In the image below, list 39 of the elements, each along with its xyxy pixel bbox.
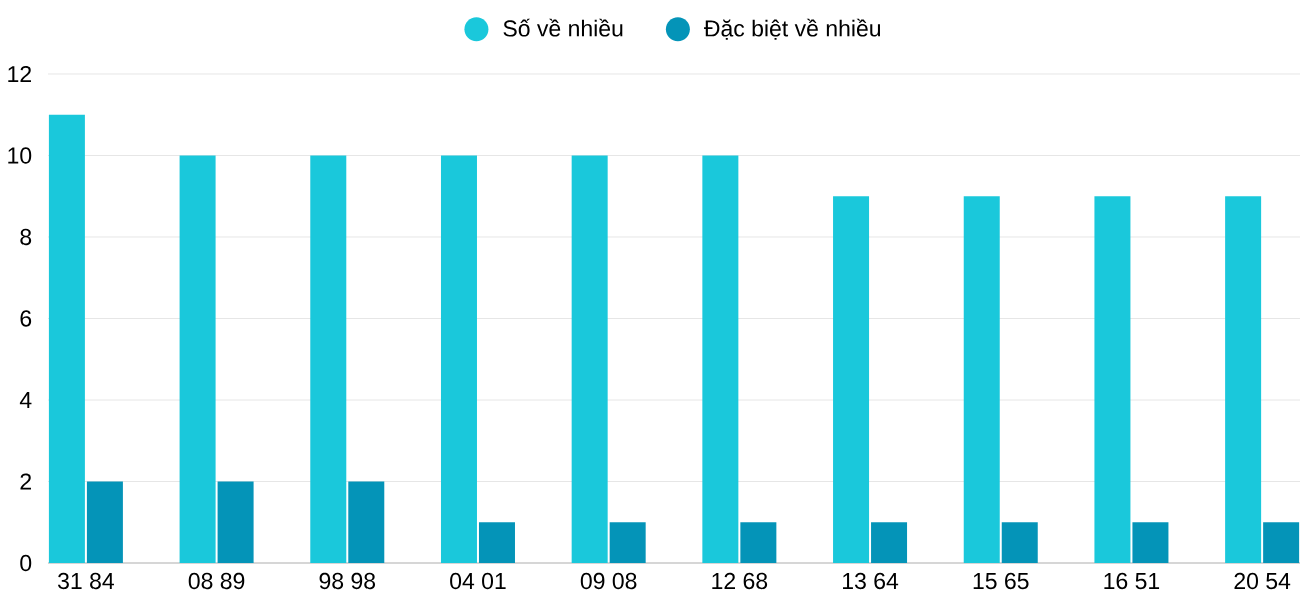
- y-tick-label: 2: [20, 473, 31, 490]
- bar: [440, 155, 477, 563]
- bar: [217, 481, 254, 563]
- x-tick-label: 09 08: [580, 572, 637, 590]
- y-tick-label: 0: [20, 554, 32, 572]
- bar: [478, 522, 515, 563]
- bar: [310, 155, 347, 563]
- bar: [48, 114, 85, 563]
- x-tick-label: 16 51: [1104, 572, 1160, 590]
- bar: [1263, 522, 1300, 563]
- y-tick-label: 10: [8, 147, 32, 164]
- bar: [179, 155, 216, 563]
- bar: [740, 522, 777, 563]
- bar: [1094, 196, 1131, 563]
- bar: [702, 155, 739, 563]
- bar: [348, 481, 385, 563]
- x-tick-label: 13 64: [843, 572, 899, 590]
- y-tick-label: 12: [8, 65, 31, 83]
- x-tick-label: 08 89: [188, 572, 245, 590]
- legend-label: Số về nhiều: [503, 18, 623, 37]
- bar: [609, 522, 646, 563]
- x-tick-label: 12 68: [712, 572, 768, 590]
- y-tick-label: 6: [20, 310, 32, 327]
- bar: [571, 155, 608, 563]
- x-tick-label: 98 98: [319, 572, 376, 590]
- bar: [871, 522, 908, 563]
- bar: [963, 196, 1000, 563]
- x-tick-label: 31 84: [58, 572, 114, 590]
- legend-label: Đặc biệt về nhiều: [704, 18, 881, 40]
- bar: [86, 481, 123, 563]
- y-tick-label: 8: [20, 228, 32, 246]
- x-tick-label: 04 01: [450, 572, 506, 590]
- bar: [1001, 522, 1038, 563]
- bar: [833, 196, 870, 563]
- x-tick-label: 15 65: [973, 572, 1029, 590]
- x-tick-label: 20 54: [1234, 572, 1291, 590]
- bar: [1225, 196, 1262, 563]
- y-tick-label: 4: [19, 392, 32, 408]
- bar: [1132, 522, 1169, 563]
